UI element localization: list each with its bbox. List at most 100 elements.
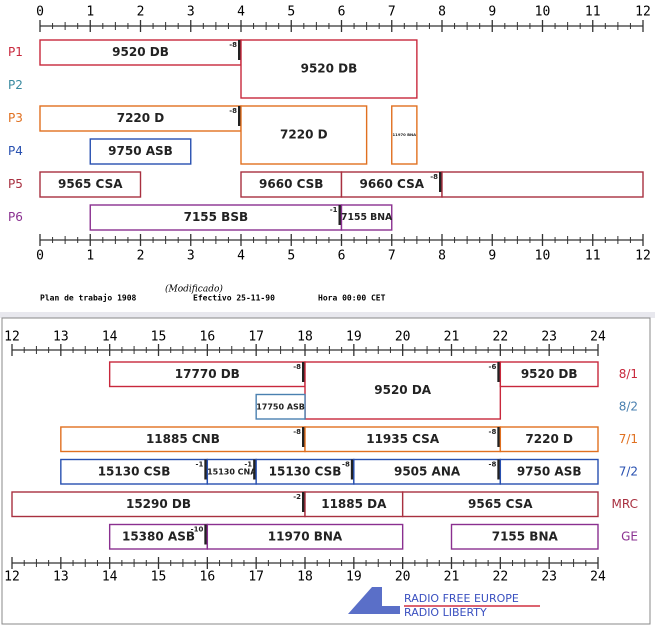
- block-label: 7220 D: [280, 128, 328, 142]
- tick-label: 0: [36, 249, 44, 264]
- logo-mark: [348, 587, 400, 614]
- tick-label: 17: [248, 330, 264, 345]
- block-note: -8: [293, 363, 301, 371]
- footer-modified: (Modificado): [165, 284, 223, 295]
- block-note: -1: [196, 461, 204, 469]
- block-label: 7220 D: [525, 432, 573, 446]
- block-label: 9750 ASB: [517, 464, 582, 478]
- row-label: P4: [8, 144, 23, 158]
- schedule-block: [353, 458, 502, 485]
- tick-label: 24: [590, 570, 606, 585]
- tick-label: 24: [590, 330, 606, 345]
- tick-label: 16: [200, 570, 216, 585]
- schedule-block: [11, 491, 306, 518]
- schedule-block: [391, 105, 418, 165]
- tick-label: 9: [488, 249, 496, 264]
- schedule-block: [255, 393, 306, 420]
- block-label: 15290 DB: [126, 497, 191, 511]
- row-label: P3: [8, 111, 23, 125]
- block-label: 9520 DB: [301, 62, 358, 76]
- block-note: -8: [229, 41, 237, 49]
- edge-mark: [350, 459, 354, 480]
- block-note: -8: [489, 428, 497, 436]
- tick-label: 0: [36, 5, 44, 20]
- block-label: 7155 BNA: [492, 529, 559, 543]
- schedule-block: [499, 426, 599, 453]
- schedule-block: [240, 105, 368, 165]
- block-label: 7155 BSB: [184, 210, 249, 224]
- tick-label: 14: [102, 330, 118, 345]
- tick-label: 12: [4, 570, 20, 585]
- block-label: 9520 DB: [112, 45, 169, 59]
- schedule-block: [340, 204, 393, 231]
- schedule-block: [60, 426, 306, 453]
- block-label: 9660 CSB: [259, 177, 323, 191]
- block-label: 9520 DB: [521, 367, 578, 381]
- edge-mark: [497, 427, 501, 447]
- tick-label: 10: [535, 5, 551, 20]
- block-label: 15130 CNA: [207, 467, 257, 476]
- logo-line1: RADIO FREE EUROPE: [404, 592, 519, 605]
- tick-label: 16: [200, 330, 216, 345]
- row-label: P1: [8, 45, 23, 59]
- block-label: 15130 CSB: [98, 464, 171, 478]
- edge-mark: [302, 427, 305, 447]
- tick-label: 3: [187, 5, 195, 20]
- block-label: 9750 ASB: [108, 144, 173, 158]
- edge-mark: [238, 106, 241, 126]
- tick-label: 2: [137, 249, 145, 264]
- edge-mark: [338, 205, 342, 225]
- block-label: 17750 ASB: [256, 402, 305, 411]
- block-note: -8: [293, 428, 301, 436]
- tick-label: 17: [248, 570, 264, 585]
- tick-label: 21: [444, 330, 460, 345]
- row-label: 8/2: [619, 399, 638, 413]
- schedule-block: [450, 523, 599, 550]
- tick-label: 7: [388, 249, 396, 264]
- tick-label: 12: [4, 330, 20, 345]
- block-label: 11885 DA: [321, 497, 387, 511]
- block-label: 9565 CSA: [468, 497, 533, 511]
- block-label: 11935 CSA: [366, 432, 440, 446]
- edge-mark: [204, 524, 208, 545]
- tick-label: 22: [493, 330, 509, 345]
- block-label: 11970 BNA: [268, 529, 343, 543]
- schedule-block: [401, 491, 599, 518]
- schedule-block: [240, 171, 343, 198]
- tick-label: 2: [137, 5, 145, 20]
- schedule-block: [108, 361, 306, 388]
- block-label: 15130 CSB: [269, 464, 342, 478]
- block-label: 7220 D: [117, 111, 165, 125]
- row-label: P5: [8, 177, 23, 191]
- tick-label: 7: [388, 5, 396, 20]
- row-label: 8/1: [619, 367, 638, 381]
- schedule-block: [39, 39, 242, 66]
- schedule-block: [206, 523, 404, 550]
- tick-label: 5: [287, 5, 295, 20]
- block-label: 15380 ASB: [122, 529, 195, 543]
- row-label: MRC: [612, 497, 638, 511]
- edge-mark: [439, 172, 442, 192]
- schedule-block: [304, 491, 404, 518]
- tick-label: 13: [53, 570, 69, 585]
- tick-label: 4: [237, 249, 245, 264]
- tick-label: 18: [297, 570, 313, 585]
- edge-mark: [497, 362, 501, 382]
- footer-plan: Plan de trabajo 1908: [40, 293, 137, 303]
- tick-label: 20: [395, 330, 411, 345]
- block-note: -8: [489, 461, 497, 469]
- tick-label: 1: [86, 5, 94, 20]
- schedule-block: [240, 39, 418, 99]
- tick-label: 21: [444, 570, 460, 585]
- block-note: -8: [430, 173, 438, 181]
- block-label: 9505 ANA: [394, 464, 461, 478]
- block-note: -8: [342, 461, 350, 469]
- tick-label: 11: [585, 249, 601, 264]
- tick-label: 4: [237, 5, 245, 20]
- block-label: 9565 CSA: [58, 177, 123, 191]
- row-label: GE: [621, 529, 638, 543]
- schedule-block: [255, 458, 355, 485]
- block-label: 9520 DA: [374, 383, 432, 397]
